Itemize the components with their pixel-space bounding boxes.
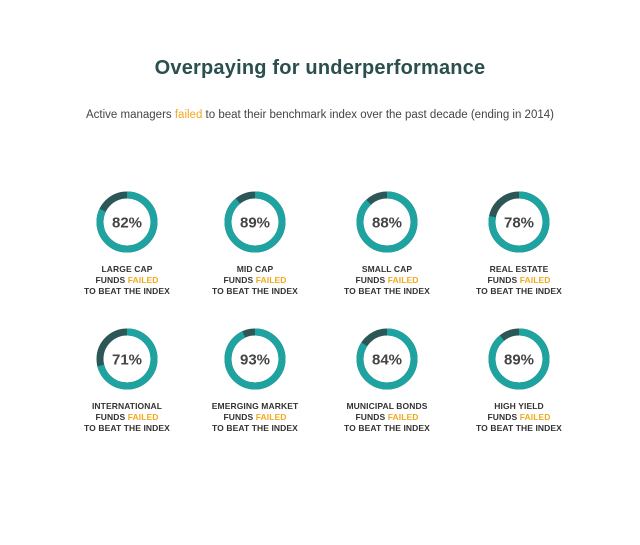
donut-card: 78% REAL ESTATE FUNDS FAILED TO BEAT THE IN… [449, 189, 589, 297]
funds-word: FUNDS [223, 275, 256, 285]
donut-value-arc [224, 328, 286, 390]
donut-value-label: 78% [504, 215, 534, 232]
beat-index-line: TO BEAT THE INDEX [84, 286, 170, 296]
failed-word: FAILED [127, 275, 159, 285]
donut-chart: 78% [488, 191, 550, 253]
failed-word: FAILED [519, 275, 551, 285]
donut-value-arc [356, 328, 418, 390]
donut-caption: MUNICIPAL BONDS FUNDS FAILED TO BEAT THE I… [317, 401, 457, 434]
fund-category-label: INTERNATIONAL [91, 401, 163, 411]
donut-card: 88% SMALL CAP FUNDS FAILED TO BEAT THE INDE… [317, 189, 457, 297]
donut-card: 89% HIGH YIELD FUNDS FAILED TO BEAT THE IND… [449, 326, 589, 434]
donut-value-label: 88% [372, 215, 402, 232]
funds-failed-line: FUNDS FAILED [57, 275, 197, 286]
funds-failed-line: FUNDS FAILED [317, 275, 457, 286]
fund-category-label: LARGE CAP [101, 264, 153, 274]
funds-word: FUNDS [487, 275, 520, 285]
subtitle: Active managers failed to beat their ben… [0, 109, 640, 121]
donut-card: 71% INTERNATIONAL FUNDS FAILED TO BEAT THE … [57, 326, 197, 434]
donut-caption: INTERNATIONAL FUNDS FAILED TO BEAT THE IND… [57, 401, 197, 434]
beat-index-line: TO BEAT THE INDEX [84, 423, 170, 433]
failed-word: FAILED [387, 412, 419, 422]
donut-value-label: 89% [240, 215, 270, 232]
fund-category-label: REAL ESTATE [489, 264, 549, 274]
donut-value-label: 82% [112, 215, 142, 232]
failed-word: FAILED [519, 412, 551, 422]
page-title: Overpaying for underperformance [154, 57, 486, 79]
failed-word: FAILED [255, 275, 287, 285]
donut-value-label: 93% [240, 352, 270, 369]
beat-index-line: TO BEAT THE INDEX [476, 286, 562, 296]
funds-failed-line: FUNDS FAILED [57, 412, 197, 423]
donut-card: 84% MUNICIPAL BONDS FUNDS FAILED TO BEAT TH… [317, 326, 457, 434]
fund-category-label: MUNICIPAL BONDS [346, 401, 428, 411]
funds-word: FUNDS [355, 412, 388, 422]
donut-chart: 89% [224, 191, 286, 253]
donut-value-arc [356, 191, 418, 253]
failed-word: FAILED [387, 275, 419, 285]
beat-index-line: TO BEAT THE INDEX [212, 423, 298, 433]
donut-card: 82% LARGE CAP FUNDS FAILED TO BEAT THE INDE… [57, 189, 197, 297]
donut-value-arc [224, 191, 286, 253]
donut-value-arc [96, 328, 158, 390]
donut-caption: LARGE CAP FUNDS FAILED TO BEAT THE INDEX [57, 264, 197, 297]
beat-index-line: TO BEAT THE INDEX [344, 423, 430, 433]
failed-word: FAILED [255, 412, 287, 422]
donut-caption: SMALL CAP FUNDS FAILED TO BEAT THE INDEX [317, 264, 457, 297]
funds-failed-line: FUNDS FAILED [185, 412, 325, 423]
subtitle-after: to beat their benchmark index over the p… [202, 109, 554, 121]
beat-index-line: TO BEAT THE INDEX [344, 286, 430, 296]
donut-caption: REAL ESTATE FUNDS FAILED TO BEAT THE INDEX [449, 264, 589, 297]
donut-caption: HIGH YIELD FUNDS FAILED TO BEAT THE INDEX [449, 401, 589, 434]
funds-failed-line: FUNDS FAILED [317, 412, 457, 423]
donut-value-label: 84% [372, 352, 402, 369]
funds-word: FUNDS [355, 275, 388, 285]
funds-failed-line: FUNDS FAILED [449, 275, 589, 286]
beat-index-line: TO BEAT THE INDEX [212, 286, 298, 296]
funds-word: FUNDS [487, 412, 520, 422]
donut-value-label: 89% [504, 352, 534, 369]
donut-card: 93% EMERGING MARKET FUNDS FAILED TO BEAT TH… [185, 326, 325, 434]
fund-category-label: EMERGING MARKET [211, 401, 299, 411]
subtitle-highlight: failed [174, 109, 203, 121]
funds-failed-line: FUNDS FAILED [449, 412, 589, 423]
donut-chart: 71% [96, 328, 158, 390]
donut-chart: 93% [224, 328, 286, 390]
funds-word: FUNDS [95, 412, 128, 422]
beat-index-line: TO BEAT THE INDEX [476, 423, 562, 433]
fund-category-label: HIGH YIELD [494, 401, 544, 411]
funds-failed-line: FUNDS FAILED [185, 275, 325, 286]
funds-word: FUNDS [223, 412, 256, 422]
donut-chart: 88% [356, 191, 418, 253]
donut-value-label: 71% [112, 352, 142, 369]
fund-category-label: SMALL CAP [361, 264, 413, 274]
donut-card: 89% MID CAP FUNDS FAILED TO BEAT THE INDEX [185, 189, 325, 297]
donut-value-arc [488, 328, 550, 390]
donut-chart: 84% [356, 328, 418, 390]
donut-value-arc [96, 191, 158, 253]
fund-category-label: MID CAP [236, 264, 274, 274]
donut-caption: MID CAP FUNDS FAILED TO BEAT THE INDEX [185, 264, 325, 297]
failed-word: FAILED [127, 412, 159, 422]
donut-value-arc [488, 191, 550, 253]
donut-chart: 82% [96, 191, 158, 253]
funds-word: FUNDS [95, 275, 128, 285]
donut-caption: EMERGING MARKET FUNDS FAILED TO BEAT THE I… [185, 401, 325, 434]
subtitle-before: Active managers [86, 109, 175, 121]
donut-chart: 89% [488, 328, 550, 390]
